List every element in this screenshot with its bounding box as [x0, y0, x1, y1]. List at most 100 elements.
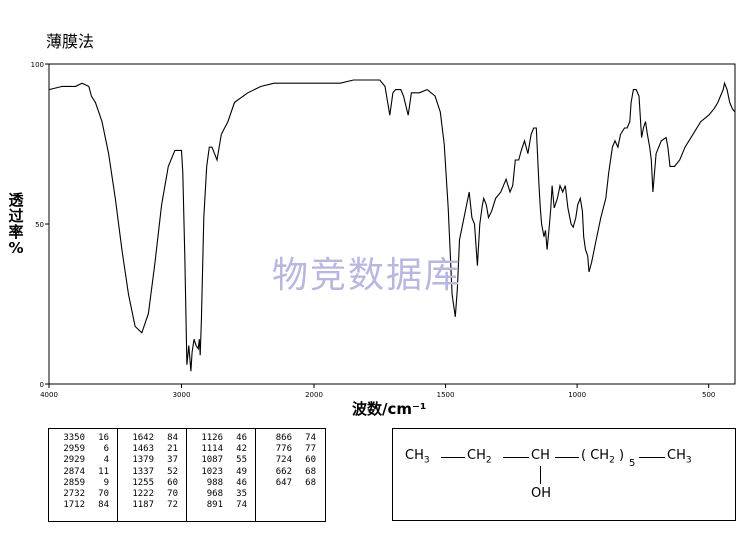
- peak-transmittance: 60: [167, 477, 178, 488]
- y-tick-label: 0: [40, 381, 44, 389]
- atom-label: CH: [467, 448, 486, 463]
- bond: [503, 457, 529, 458]
- peak-row: 2732 70: [49, 489, 117, 500]
- peak-wavenumber: 2959: [63, 444, 85, 455]
- peak-transmittance: 4: [103, 455, 109, 466]
- peak-transmittance: 55: [236, 455, 247, 466]
- peak-transmittance: 74: [236, 500, 247, 511]
- peak-transmittance: 70: [167, 488, 178, 499]
- oh-group: OH: [531, 486, 552, 501]
- peak-wavenumber: 1087: [201, 455, 223, 466]
- x-tick-label: 1500: [437, 391, 455, 399]
- peak-transmittance: 70: [98, 488, 109, 499]
- y-tick-label: 50: [35, 221, 44, 229]
- peak-wavenumber: 1337: [132, 466, 154, 477]
- peak-row: 1255 60: [118, 478, 186, 489]
- peak-wavenumber: 1114: [201, 444, 223, 455]
- watermark: 物竞数据库: [272, 255, 463, 296]
- peak-row: 776 77: [256, 444, 325, 455]
- x-tick-label: 1000: [568, 391, 586, 399]
- bond: [441, 457, 465, 458]
- bond: [555, 457, 579, 458]
- subscript: 2: [609, 455, 615, 466]
- subscript: 3: [423, 455, 430, 466]
- peak-transmittance: 77: [305, 444, 316, 455]
- peak-row: 1187 72: [118, 500, 186, 511]
- plot-frame: [48, 63, 736, 385]
- peak-wavenumber: 1222: [132, 488, 154, 499]
- spectrum-line: [48, 79, 736, 372]
- y-axis-label-char: 透: [8, 191, 24, 209]
- ch3-group: CH3: [405, 448, 430, 466]
- peak-wavenumber: 3350: [63, 433, 85, 443]
- peak-row: 1463 21: [118, 444, 186, 455]
- peak-transmittance: 21: [167, 444, 178, 455]
- peak-row: 2929 4: [49, 455, 117, 466]
- x-tick-label: 500: [702, 391, 715, 399]
- peak-transmittance: 46: [236, 477, 247, 488]
- peak-column: 1642 84 1463 21 1379 37 1337 52 1255 60 1222 70 1187…: [118, 429, 187, 521]
- x-tick-label: 2000: [305, 391, 323, 399]
- peak-transmittance: 52: [167, 466, 178, 477]
- peak-row: 1023 49: [187, 467, 255, 478]
- peak-wavenumber: 1187: [132, 500, 154, 511]
- peak-row: 2959 6: [49, 444, 117, 455]
- ch-group: CH: [531, 448, 550, 463]
- x-tick-label: 4000: [40, 391, 58, 399]
- peak-row: 1087 55: [187, 455, 255, 466]
- peak-wavenumber: 647: [275, 477, 292, 488]
- peak-transmittance: 74: [305, 433, 316, 443]
- peak-row: 891 74: [187, 500, 255, 511]
- peak-row: 2859 9: [49, 478, 117, 489]
- peak-row: 647 68: [256, 478, 325, 489]
- peak-transmittance: 16: [98, 433, 109, 443]
- ir-spectrum-chart: 4000 3000 2000 1500 1000 500 0 50 100: [31, 61, 736, 399]
- peak-transmittance: 60: [305, 455, 316, 466]
- peak-wavenumber: 891: [206, 500, 223, 511]
- peak-wavenumber: 1379: [132, 455, 154, 466]
- y-axis-ticks: 0 50 100: [31, 61, 49, 389]
- ch3-group: CH3: [667, 448, 692, 466]
- subscript: 2: [485, 455, 492, 466]
- peak-column: 866 74 776 77 724 60 662 68 647 68: [256, 429, 325, 521]
- peak-row: 1712 84: [49, 500, 117, 511]
- bond: [639, 457, 665, 458]
- ch2-repeat-group: ( CH2 ): [581, 448, 624, 466]
- peak-transmittance: 72: [167, 500, 178, 511]
- y-axis-label-char: %: [8, 239, 24, 257]
- x-axis-ticks: 4000 3000 2000 1500 1000 500: [40, 384, 715, 399]
- peak-wavenumber: 1023: [201, 466, 223, 477]
- peak-transmittance: 6: [103, 444, 109, 455]
- peak-row: 1114 42: [187, 444, 255, 455]
- atom-label: CH: [667, 448, 686, 463]
- peak-transmittance: 11: [98, 466, 109, 477]
- y-axis-label: 透 过 率 %: [6, 192, 26, 256]
- peak-row: 724 60: [256, 455, 325, 466]
- atom-label: CH: [405, 448, 424, 463]
- peak-transmittance: 9: [103, 477, 109, 488]
- peak-row: 662 68: [256, 467, 325, 478]
- peak-wavenumber: 1463: [132, 444, 154, 455]
- peak-wavenumber: 662: [275, 466, 292, 477]
- bond: [540, 466, 541, 484]
- peak-transmittance: 84: [167, 433, 178, 443]
- repeat-count: 5: [629, 458, 636, 469]
- peak-transmittance: 49: [236, 466, 247, 477]
- peak-wavenumber: 1255: [132, 477, 154, 488]
- peak-row: 1379 37: [118, 455, 186, 466]
- peak-table: 3350 16 2959 6 2929 4 2874 11 2859 9 2732 70 1712 84 1…: [48, 428, 326, 522]
- peak-wavenumber: 2859: [63, 477, 85, 488]
- x-axis-label: 波数/cm⁻¹: [352, 400, 427, 418]
- structure-formula: CH3 CH2 CH ( CH2 ) 5 CH3 OH: [392, 428, 736, 521]
- y-axis-label-char: 过: [8, 207, 24, 225]
- peak-transmittance: 46: [236, 433, 247, 443]
- peak-transmittance: 37: [167, 455, 178, 466]
- peak-row: 1337 52: [118, 467, 186, 478]
- peak-wavenumber: 2732: [63, 488, 85, 499]
- ch2-group: CH2: [467, 448, 492, 466]
- peak-wavenumber: 866: [275, 433, 292, 443]
- peak-transmittance: 68: [305, 477, 316, 488]
- peak-row: 988 46: [187, 478, 255, 489]
- peak-transmittance: 84: [98, 500, 109, 511]
- peak-transmittance: 68: [305, 466, 316, 477]
